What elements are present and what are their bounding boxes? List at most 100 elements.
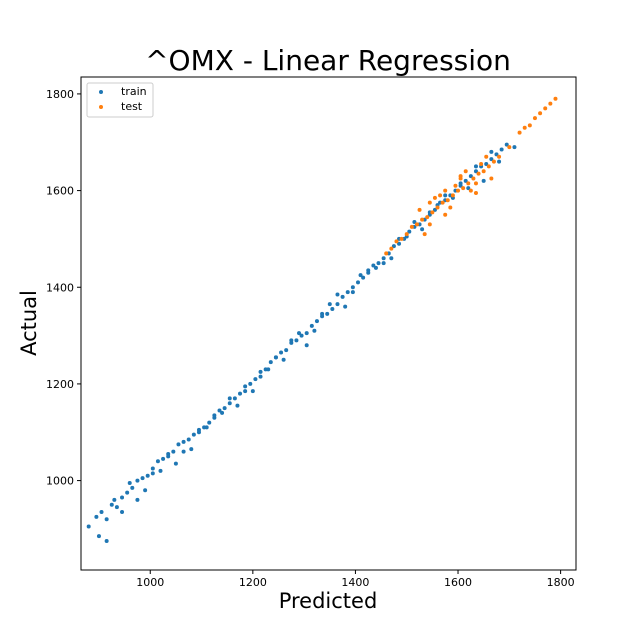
train-point (299, 333, 304, 338)
train-point (94, 514, 99, 519)
train-point (196, 427, 201, 432)
test-point (461, 186, 466, 191)
train-point (350, 290, 355, 295)
train-point (289, 338, 294, 343)
train-point (150, 471, 155, 476)
train-point (279, 350, 284, 355)
legend-label-train: train (121, 85, 147, 98)
train-point (294, 338, 299, 343)
train-point (373, 265, 378, 270)
test-point (427, 222, 432, 227)
test-point (497, 154, 502, 159)
train-point (150, 466, 155, 471)
legend-label-test: test (121, 100, 143, 113)
test-point (389, 246, 394, 251)
train-point (458, 181, 463, 186)
train-point (345, 290, 350, 295)
test-point (532, 116, 537, 121)
test-point (422, 232, 427, 237)
train-point (161, 456, 166, 461)
train-point (135, 497, 140, 502)
test-point (404, 232, 409, 237)
legend-marker-test (99, 105, 103, 109)
x-axis-ticks: 1000 1200 1400 1600 1800 (136, 570, 575, 589)
train-point (186, 437, 191, 442)
train-point (391, 244, 396, 249)
train-point (407, 229, 412, 234)
train-point (473, 164, 478, 169)
train-point (189, 447, 194, 452)
train-point (314, 319, 319, 324)
train-point (443, 193, 448, 198)
train-point (468, 174, 473, 179)
test-point (486, 164, 491, 169)
train-point (171, 449, 176, 454)
train-point (466, 186, 471, 191)
test-point (399, 236, 404, 241)
test-point (445, 198, 450, 203)
test-point (481, 169, 486, 174)
test-point (427, 200, 432, 205)
test-point (479, 162, 484, 166)
train-point (96, 534, 101, 539)
test-point (443, 188, 448, 193)
test-points (384, 96, 558, 256)
train-point (320, 311, 325, 316)
train-point (335, 302, 340, 307)
test-point (463, 169, 468, 174)
train-point (463, 178, 468, 183)
test-point (543, 106, 548, 111)
train-point (220, 410, 225, 415)
test-point (450, 193, 455, 198)
train-point (381, 261, 386, 266)
train-point (497, 159, 502, 164)
train-point (412, 220, 417, 224)
test-point (440, 200, 445, 205)
train-point (258, 374, 263, 379)
test-point (548, 101, 553, 106)
train-point (266, 367, 271, 372)
train-point (104, 539, 109, 543)
train-point (248, 381, 253, 386)
train-point (130, 485, 135, 490)
train-point (330, 307, 335, 311)
train-point (238, 391, 243, 396)
train-point (250, 389, 255, 394)
train-point (309, 323, 314, 328)
train-point (340, 294, 345, 299)
train-point (389, 256, 394, 261)
train-point (227, 401, 232, 406)
train-point (232, 396, 237, 401)
y-tick-label: 1400 (46, 281, 74, 294)
train-point (343, 304, 348, 309)
train-point (222, 406, 227, 411)
test-point (473, 181, 478, 186)
test-point (435, 205, 440, 210)
train-point (176, 442, 181, 447)
train-point (253, 377, 258, 382)
test-point (430, 210, 435, 215)
legend: train test (86, 82, 154, 118)
train-point (489, 157, 494, 162)
train-point (304, 331, 309, 336)
train-point (212, 415, 217, 420)
train-point (355, 280, 360, 285)
test-point (394, 239, 399, 244)
train-point (99, 510, 104, 514)
train-point (494, 152, 499, 157)
train-point (350, 285, 355, 290)
test-point (448, 205, 453, 210)
train-point (181, 439, 186, 444)
train-point (158, 468, 163, 473)
test-point (438, 193, 443, 198)
test-point (491, 159, 496, 164)
train-point (312, 328, 317, 333)
train-point (125, 490, 130, 495)
train-point (489, 149, 494, 154)
x-tick-label: 1000 (136, 576, 164, 589)
train-point (268, 360, 273, 365)
train-point (140, 476, 145, 481)
test-point (456, 188, 461, 193)
train-point (358, 273, 363, 278)
